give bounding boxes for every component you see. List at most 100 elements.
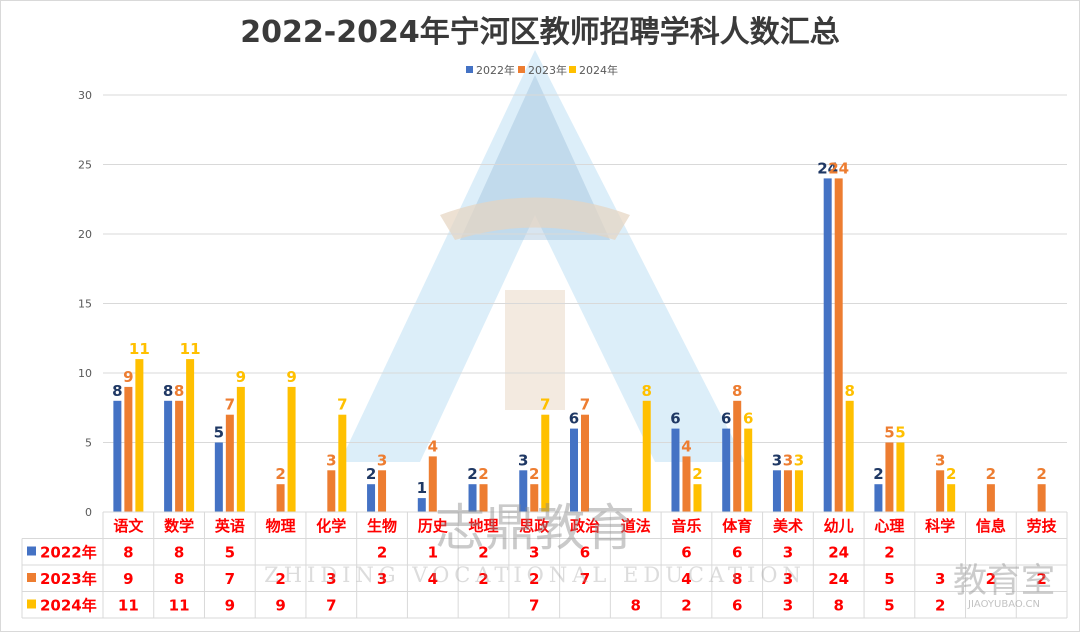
legend-swatch-1 [466,66,473,73]
chart-title: 2022-2024年宁河区教师招聘学科人数汇总 [240,15,839,50]
y-tick-label: 0 [85,506,92,519]
y-tick-label: 30 [78,89,92,102]
table-cell: 4 [428,570,438,588]
bar [845,400,854,512]
data-label: 3 [326,451,336,469]
bar [164,400,173,512]
data-label: 2 [467,465,477,483]
bar [570,428,578,512]
data-label: 8 [844,382,854,400]
data-label: 11 [129,340,150,358]
bar [135,359,144,512]
y-tick-label: 10 [78,367,92,380]
data-label: 8 [112,382,122,400]
bar [175,400,184,512]
watermark-brand: 志鼎教育 [435,499,635,557]
data-label: 6 [721,410,731,428]
table-cell: 24 [828,570,849,588]
category-label: 英语 [215,517,245,535]
table-cell: 7 [580,570,590,588]
table-cell: 5 [884,597,894,615]
legend-label-3: 2024年 [579,63,618,77]
bar [276,484,285,512]
category-label: 体育 [722,517,752,535]
data-label: 4 [428,437,438,455]
table-cell: 8 [174,544,184,562]
table-legend-swatch [27,599,36,609]
watermark-corner-logo: 教育室 [953,561,1055,601]
data-label: 11 [180,340,201,358]
table-cell: 2 [681,597,691,615]
bar [642,400,651,512]
legend-label-2: 2023年 [528,63,567,77]
table-cell: 11 [169,597,190,615]
y-tick-label: 25 [78,159,92,172]
bar [947,484,956,512]
table-row-label: 2022年 [40,544,97,562]
bar [186,359,195,512]
table-cell: 3 [783,597,793,615]
table-cell: 8 [123,544,133,562]
table-cell: 24 [828,544,849,562]
category-label: 美术 [773,517,803,535]
legend-label-1: 2022年 [476,63,515,77]
watermark-logo-shape [340,50,745,462]
bar [671,428,680,512]
bar [519,470,528,512]
category-label: 地理 [469,517,499,535]
table-cell: 8 [174,570,184,588]
category-label: 科学 [925,517,955,535]
data-label: 4 [681,437,691,455]
table-cell: 2 [478,570,488,588]
bar [794,470,803,512]
data-label: 9 [123,368,133,386]
table-cell: 3 [326,570,336,588]
legend-swatch-3 [569,66,576,73]
data-label: 6 [743,410,753,428]
bar [479,484,488,512]
data-label: 2 [529,465,539,483]
bar [885,442,894,512]
table-cell: 8 [833,597,843,615]
table-cell: 9 [123,570,133,588]
table-cell: 2 [478,544,488,562]
data-label: 3 [518,451,528,469]
bar [327,470,336,512]
bar [428,456,437,512]
bar [733,400,742,512]
watermark-logo-peak [460,75,610,240]
category-label: 数学 [164,517,194,535]
data-label: 7 [225,396,235,414]
table-cell: 7 [225,570,235,588]
table-cell: 2 [529,570,539,588]
table-cell: 8 [631,597,641,615]
data-label: 3 [377,451,387,469]
bar [338,414,347,512]
data-label: 7 [580,396,590,414]
category-label: 语文 [113,517,144,535]
data-label: 6 [569,410,579,428]
data-label: 24 [817,159,838,177]
data-label: 9 [286,368,296,386]
bar [417,498,426,512]
table-cell: 3 [783,570,793,588]
data-label: 5 [214,424,224,442]
data-label: 6 [670,410,680,428]
y-tick-label: 20 [78,228,92,241]
table-cell: 9 [225,597,235,615]
data-label: 3 [935,451,945,469]
category-label: 幼儿 [824,517,854,535]
bar [896,442,905,512]
table-cell: 9 [275,597,285,615]
table-cell: 2 [986,570,996,588]
data-label: 24 [828,159,849,177]
data-label: 3 [783,451,793,469]
bar [225,414,234,512]
category-label: 政治 [570,517,600,535]
bar [936,470,945,512]
table-cell: 3 [529,544,539,562]
table-legend-swatch [27,546,36,556]
table-cell: 7 [326,597,336,615]
bar [783,470,792,512]
